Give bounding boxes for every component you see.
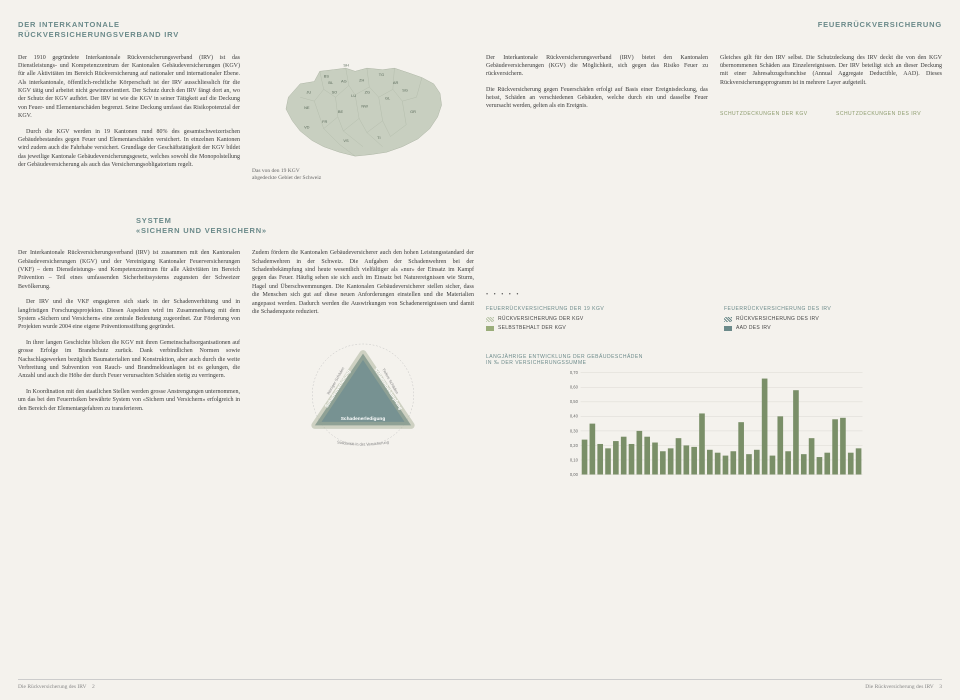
triangle-diagram: Schadenverhütung Schadenbekämpfung Schad… <box>293 326 433 446</box>
chart-title: LANGJÄHRIGE ENTWICKLUNG DER GEBÄUDESCHÄD… <box>486 354 942 367</box>
svg-text:SH: SH <box>343 62 349 67</box>
swiss-map: SHTG BSBL AGZH ARSG JUSO LUZG GLNE BENW … <box>252 54 474 164</box>
upper-right-col1: Der Interkantonale Rückversicherungsverb… <box>486 54 708 182</box>
upper-section: Der 1910 gegründete Interkantonale Rückv… <box>18 54 942 182</box>
svg-text:BL: BL <box>328 79 334 84</box>
svg-text:GL: GL <box>385 95 391 100</box>
svg-text:SO: SO <box>332 89 338 94</box>
upper-right-col2: Gleiches gilt für den IRV selbst. Die Sc… <box>720 54 942 182</box>
svg-text:VD: VD <box>304 124 310 129</box>
swatch-icon <box>486 317 494 322</box>
svg-text:LU: LU <box>351 93 356 98</box>
lower-left: Der Interkantonale Rückversicherungsverb… <box>18 249 474 479</box>
legend-col-1: FEUERRÜCKVERSICHERUNG DER 19 KGV RÜCKVER… <box>486 306 704 334</box>
svg-text:JU: JU <box>306 89 311 94</box>
svg-text:0,20: 0,20 <box>570 442 579 447</box>
svg-text:Solidarität in der Versicherun: Solidarität in der Versicherung <box>337 440 390 447</box>
svg-text:BE: BE <box>338 108 344 113</box>
para: Die Rückversicherung gegen Feuerschäden … <box>486 86 708 111</box>
para: Gleiches gilt für den IRV selbst. Die Sc… <box>720 54 942 88</box>
para: Der IRV und die VKF engagieren sich star… <box>18 298 240 332</box>
footer: Die Rückversicherung des IRV 2 Die Rückv… <box>18 679 942 692</box>
legend-label: AAD DES IRV <box>736 325 771 332</box>
legend-label: RÜCKVERSICHERUNG DER KGV <box>498 316 584 323</box>
svg-text:0,60: 0,60 <box>570 384 579 389</box>
header-row: DER INTERKANTONALE RÜCKVERSICHERUNGSVERB… <box>18 20 942 40</box>
title-left: DER INTERKANTONALE RÜCKVERSICHERUNGSVERB… <box>18 20 179 40</box>
mini-titles: SCHUTZDECKUNGEN DER KGV SCHUTZDECKUNGEN … <box>720 111 942 118</box>
dots-icon: • • • • • <box>486 291 942 299</box>
para: Der Interkantonale Rückversicherungsverb… <box>486 54 708 79</box>
svg-text:0,00: 0,00 <box>570 472 579 477</box>
svg-text:ZG: ZG <box>365 89 370 94</box>
mid-title-row: SYSTEM «SICHERN UND VERSICHERN» <box>18 216 942 236</box>
legend-item: RÜCKVERSICHERUNG DES IRV <box>724 316 942 323</box>
legend-item: SELBSTBEHALT DER KGV <box>486 325 704 332</box>
footer-right: Die Rückversicherung des IRV 3 <box>865 684 942 692</box>
mid-title: SYSTEM «SICHERN UND VERSICHERN» <box>136 216 942 236</box>
svg-text:AG: AG <box>341 78 347 83</box>
svg-text:NE: NE <box>304 105 310 110</box>
svg-text:NW: NW <box>361 103 368 108</box>
lower-section: Der Interkantonale Rückversicherungsverb… <box>18 249 942 479</box>
swatch-icon <box>724 317 732 322</box>
legend-label: SELBSTBEHALT DER KGV <box>498 325 566 332</box>
svg-text:0,50: 0,50 <box>570 399 579 404</box>
para: Durch die KGV werden in 19 Kantonen rund… <box>18 128 240 170</box>
lower-right-col1: • • • • • FEUERRÜCKVERSICHERUNG DER 19 K… <box>486 249 942 479</box>
para: Zudem fördern die Kantonalen Gebäudevers… <box>252 249 474 316</box>
lower-left-col1: Der Interkantonale Rückversicherungsverb… <box>18 249 240 479</box>
svg-text:BS: BS <box>324 73 330 78</box>
legend-title: FEUERRÜCKVERSICHERUNG DER 19 KGV <box>486 306 704 313</box>
para: Der Interkantonale Rückversicherungsverb… <box>18 249 240 291</box>
legend-item: RÜCKVERSICHERUNG DER KGV <box>486 316 704 323</box>
upper-right: Der Interkantonale Rückversicherungsverb… <box>486 54 942 182</box>
para: Der 1910 gegründete Interkantonale Rückv… <box>18 54 240 121</box>
svg-text:0,40: 0,40 <box>570 413 579 418</box>
legend-label: RÜCKVERSICHERUNG DES IRV <box>736 316 819 323</box>
legend-item: AAD DES IRV <box>724 325 942 332</box>
mini-title: SCHUTZDECKUNGEN DER KGV <box>720 111 826 118</box>
lower-right: • • • • • FEUERRÜCKVERSICHERUNG DER 19 K… <box>486 249 942 479</box>
svg-text:0,70: 0,70 <box>570 370 579 375</box>
lower-left-col2: Zudem fördern die Kantonalen Gebäudevers… <box>252 249 474 479</box>
svg-text:0,30: 0,30 <box>570 428 579 433</box>
map-caption: Das von den 19 KGV abgedeckte Gebiet der… <box>252 168 474 182</box>
mini-title: SCHUTZDECKUNGEN DES IRV <box>836 111 942 118</box>
svg-text:0,10: 0,10 <box>570 457 579 462</box>
legends-row: FEUERRÜCKVERSICHERUNG DER 19 KGV RÜCKVER… <box>486 306 942 344</box>
upper-left-col1: Der 1910 gegründete Interkantonale Rückv… <box>18 54 240 182</box>
svg-text:VS: VS <box>343 138 349 143</box>
legend-col-2: FEUERRÜCKVERSICHERUNG DES IRV RÜCKVERSIC… <box>724 306 942 334</box>
svg-text:TG: TG <box>379 72 384 77</box>
upper-left: Der 1910 gegründete Interkantonale Rückv… <box>18 54 474 182</box>
svg-text:TI: TI <box>377 134 380 139</box>
swatch-icon <box>724 326 732 331</box>
upper-left-col2: SHTG BSBL AGZH ARSG JUSO LUZG GLNE BENW … <box>252 54 474 182</box>
svg-text:SG: SG <box>402 87 408 92</box>
footer-left: Die Rückversicherung des IRV 2 <box>18 684 95 692</box>
bar-chart: 0,70 0,60 0,50 0,40 0,30 0,20 0,10 0,00 <box>486 370 942 480</box>
title-right: FEUERRÜCKVERSICHERUNG <box>818 20 942 40</box>
para: In Koordination mit den staatlichen Stel… <box>18 388 240 413</box>
svg-text:ZH: ZH <box>359 77 364 82</box>
legend-title: FEUERRÜCKVERSICHERUNG DES IRV <box>724 306 942 313</box>
svg-text:FR: FR <box>322 119 327 124</box>
para: In ihrer langen Geschichte blicken die K… <box>18 339 240 381</box>
svg-text:GR: GR <box>410 108 416 113</box>
triangle-base: Schadenerledigung <box>341 417 386 423</box>
svg-text:AR: AR <box>393 79 399 84</box>
swatch-icon <box>486 326 494 331</box>
triangle-outer: Solidarität in der Versicherung <box>337 440 390 447</box>
